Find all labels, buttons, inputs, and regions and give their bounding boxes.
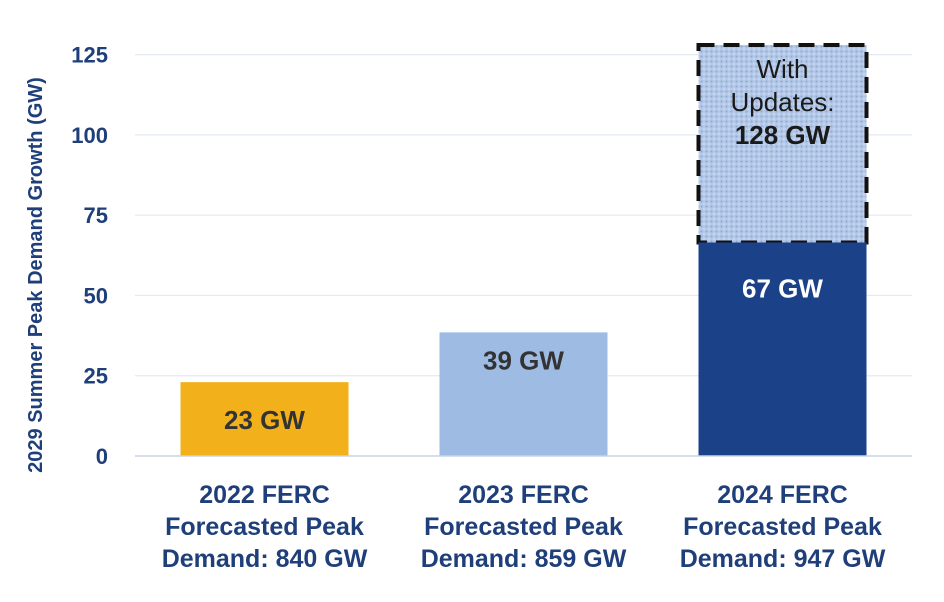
x-tick-label: Demand: 840 GW [162,545,368,573]
y-tick-label: 50 [84,283,108,308]
bar-value-label: 23 GW [224,405,305,435]
update-label: 128 GW [735,120,831,150]
y-tick-label: 75 [84,203,108,228]
y-tick-label: 0 [96,444,108,469]
bar-value-label: 39 GW [483,345,564,375]
x-tick-label: Forecasted Peak [165,513,364,541]
update-bar [698,45,867,243]
x-tick-label: Forecasted Peak [683,513,882,541]
x-tick-label: Forecasted Peak [424,513,623,541]
update-bar-outline [696,43,869,245]
x-axis: 2022 FERC Forecasted Peak Demand: 840 GW 20… [162,481,886,573]
bar-value-label: 67 GW [742,273,823,303]
y-axis: 0 25 50 75 100 125 [71,43,108,469]
x-tick-label: 2022 FERC [199,481,330,509]
bar [180,382,349,456]
x-tick-label: 2024 FERC [717,481,848,509]
x-tick-label: Demand: 947 GW [680,545,886,573]
y-axis-label: 2029 Summer Peak Demand Growth (GW) [25,77,47,473]
bar [698,242,867,456]
update-label: With [757,54,809,84]
y-tick-label: 25 [84,364,108,389]
x-tick-label: Demand: 859 GW [421,545,627,573]
y-tick-label: 100 [71,123,108,148]
bar [439,332,608,456]
x-tick-label: 2023 FERC [458,481,589,509]
y-tick-label: 125 [71,43,108,68]
update-label: Updates: [730,87,834,117]
